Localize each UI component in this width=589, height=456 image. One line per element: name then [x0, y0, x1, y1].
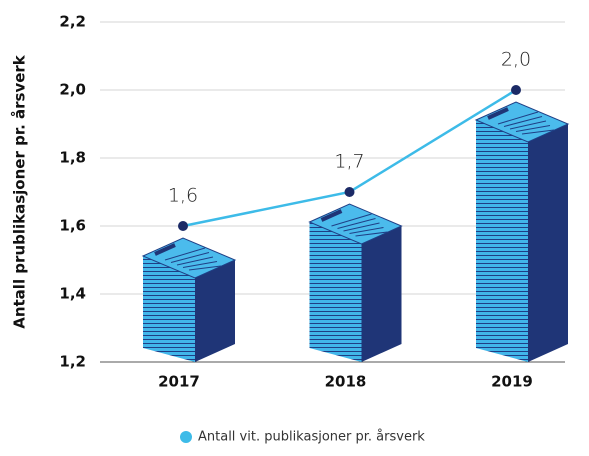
- x-tick-label: 2017: [158, 373, 200, 391]
- stack-top-bar: [154, 243, 176, 256]
- stack-top-line: [503, 116, 543, 127]
- stack-top-line: [515, 125, 551, 132]
- y-axis-label: Antall prublikasjoner pr. årsverk: [11, 54, 29, 329]
- stack-top-line: [337, 218, 376, 229]
- stack-top-bar: [320, 209, 343, 222]
- stack-side: [195, 260, 235, 362]
- point: [178, 221, 188, 231]
- stack-side: [361, 226, 402, 362]
- stack-front: [309, 222, 362, 362]
- x-tick-label: 2018: [325, 373, 367, 391]
- stack-top-line: [349, 227, 384, 234]
- paper-stack: [308, 203, 403, 362]
- stack-top-line: [176, 256, 214, 266]
- stack-front: [476, 120, 528, 362]
- stack-front: [143, 256, 195, 362]
- stack-top-line: [521, 129, 555, 135]
- x-tick-label: 2019: [491, 373, 533, 391]
- point: [511, 85, 521, 95]
- stack-top-line: [355, 231, 388, 237]
- stack-top-bar: [487, 107, 509, 120]
- value-label: 1,7: [334, 151, 364, 173]
- stack-side: [528, 124, 568, 362]
- stack-top-line: [170, 252, 210, 263]
- y-tick-label: 1,4: [59, 285, 86, 303]
- y-tick-label: 2,2: [59, 13, 86, 31]
- point: [344, 187, 355, 197]
- stack-top-line: [164, 247, 206, 261]
- stack-top-line: [188, 265, 222, 271]
- paper-stack: [474, 101, 570, 362]
- y-tick-label: 1,6: [59, 217, 86, 235]
- y-tick-label: 1,2: [59, 353, 86, 371]
- stack-top-line: [331, 213, 372, 227]
- paper-stack: [141, 237, 237, 362]
- stack-top-line: [182, 261, 218, 268]
- y-tick-label: 1,8: [59, 149, 86, 167]
- y-tick-label: 2,0: [59, 81, 86, 99]
- value-label: 2,0: [501, 49, 531, 71]
- stack-top-line: [509, 120, 547, 130]
- stack-top-line: [497, 111, 539, 125]
- value-label: 1,6: [168, 185, 198, 207]
- stack-top-line: [343, 222, 380, 232]
- legend-marker: [180, 431, 192, 443]
- legend-label: Antall vit. publikasjoner pr. årsverk: [198, 430, 425, 445]
